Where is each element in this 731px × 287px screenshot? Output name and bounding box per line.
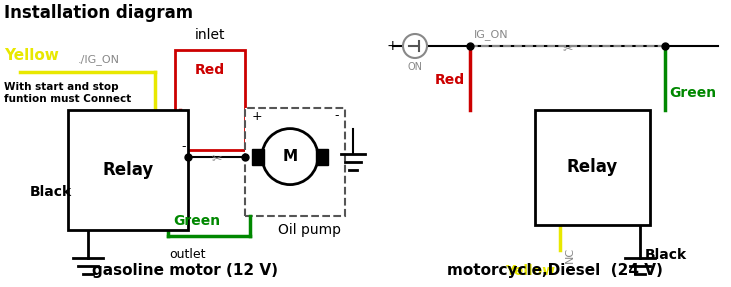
Text: Oil pump: Oil pump: [279, 223, 341, 237]
Text: Black: Black: [30, 185, 72, 199]
Text: Red: Red: [195, 63, 225, 77]
Text: Yellow: Yellow: [505, 264, 555, 278]
Bar: [245, 108, 345, 216]
Text: Green: Green: [173, 214, 220, 228]
Text: ON: ON: [407, 62, 423, 72]
Text: Green: Green: [669, 86, 716, 100]
Text: With start and stop
funtion must Connect: With start and stop funtion must Connect: [4, 82, 132, 104]
Text: motorcycle,Diesel  (24 V): motorcycle,Diesel (24 V): [447, 263, 663, 278]
Text: Yellow: Yellow: [4, 49, 59, 63]
Text: ✂: ✂: [562, 43, 573, 56]
Text: M: M: [282, 149, 298, 164]
Text: Black: Black: [645, 248, 687, 262]
Text: +: +: [251, 110, 262, 123]
Text: Red: Red: [435, 73, 465, 87]
Text: Relay: Relay: [102, 161, 154, 179]
Text: Relay: Relay: [567, 158, 618, 177]
Bar: [175, 50, 245, 150]
Text: ./IG_ON: ./IG_ON: [78, 55, 120, 65]
Text: +: +: [386, 39, 398, 53]
Text: -: -: [181, 139, 186, 153]
Bar: [68, 110, 188, 230]
Circle shape: [403, 34, 427, 58]
Text: inlet: inlet: [194, 28, 225, 42]
Text: NC: NC: [565, 247, 575, 263]
Bar: [316, 149, 328, 165]
Bar: [535, 110, 650, 225]
Text: Installation diagram: Installation diagram: [4, 4, 193, 22]
Text: -: -: [335, 110, 339, 123]
Text: gasoline motor (12 V): gasoline motor (12 V): [92, 263, 278, 278]
Text: ✂: ✂: [211, 153, 221, 166]
Text: IG_ON: IG_ON: [474, 29, 509, 40]
Bar: [252, 149, 264, 165]
Circle shape: [262, 129, 318, 185]
Text: outlet: outlet: [170, 248, 206, 261]
